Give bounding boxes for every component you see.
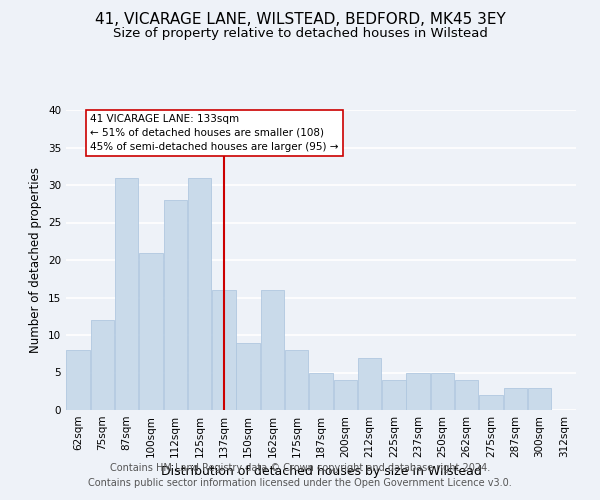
Bar: [455, 380, 478, 410]
Bar: [236, 342, 260, 410]
Bar: [67, 350, 90, 410]
Y-axis label: Number of detached properties: Number of detached properties: [29, 167, 43, 353]
Bar: [260, 290, 284, 410]
Bar: [188, 178, 211, 410]
Bar: [528, 388, 551, 410]
Bar: [406, 372, 430, 410]
Bar: [334, 380, 357, 410]
Text: 41, VICARAGE LANE, WILSTEAD, BEDFORD, MK45 3EY: 41, VICARAGE LANE, WILSTEAD, BEDFORD, MK…: [95, 12, 505, 28]
Bar: [115, 178, 139, 410]
Text: Size of property relative to detached houses in Wilstead: Size of property relative to detached ho…: [113, 28, 487, 40]
Bar: [309, 372, 333, 410]
Bar: [479, 395, 503, 410]
X-axis label: Distribution of detached houses by size in Wilstead: Distribution of detached houses by size …: [161, 466, 481, 478]
Bar: [285, 350, 308, 410]
Text: 41 VICARAGE LANE: 133sqm
← 51% of detached houses are smaller (108)
45% of semi-: 41 VICARAGE LANE: 133sqm ← 51% of detach…: [90, 114, 339, 152]
Bar: [503, 388, 527, 410]
Bar: [212, 290, 236, 410]
Bar: [382, 380, 406, 410]
Bar: [358, 358, 382, 410]
Bar: [164, 200, 187, 410]
Text: Contains HM Land Registry data © Crown copyright and database right 2024.
Contai: Contains HM Land Registry data © Crown c…: [88, 462, 512, 487]
Bar: [139, 252, 163, 410]
Bar: [431, 372, 454, 410]
Bar: [91, 320, 114, 410]
